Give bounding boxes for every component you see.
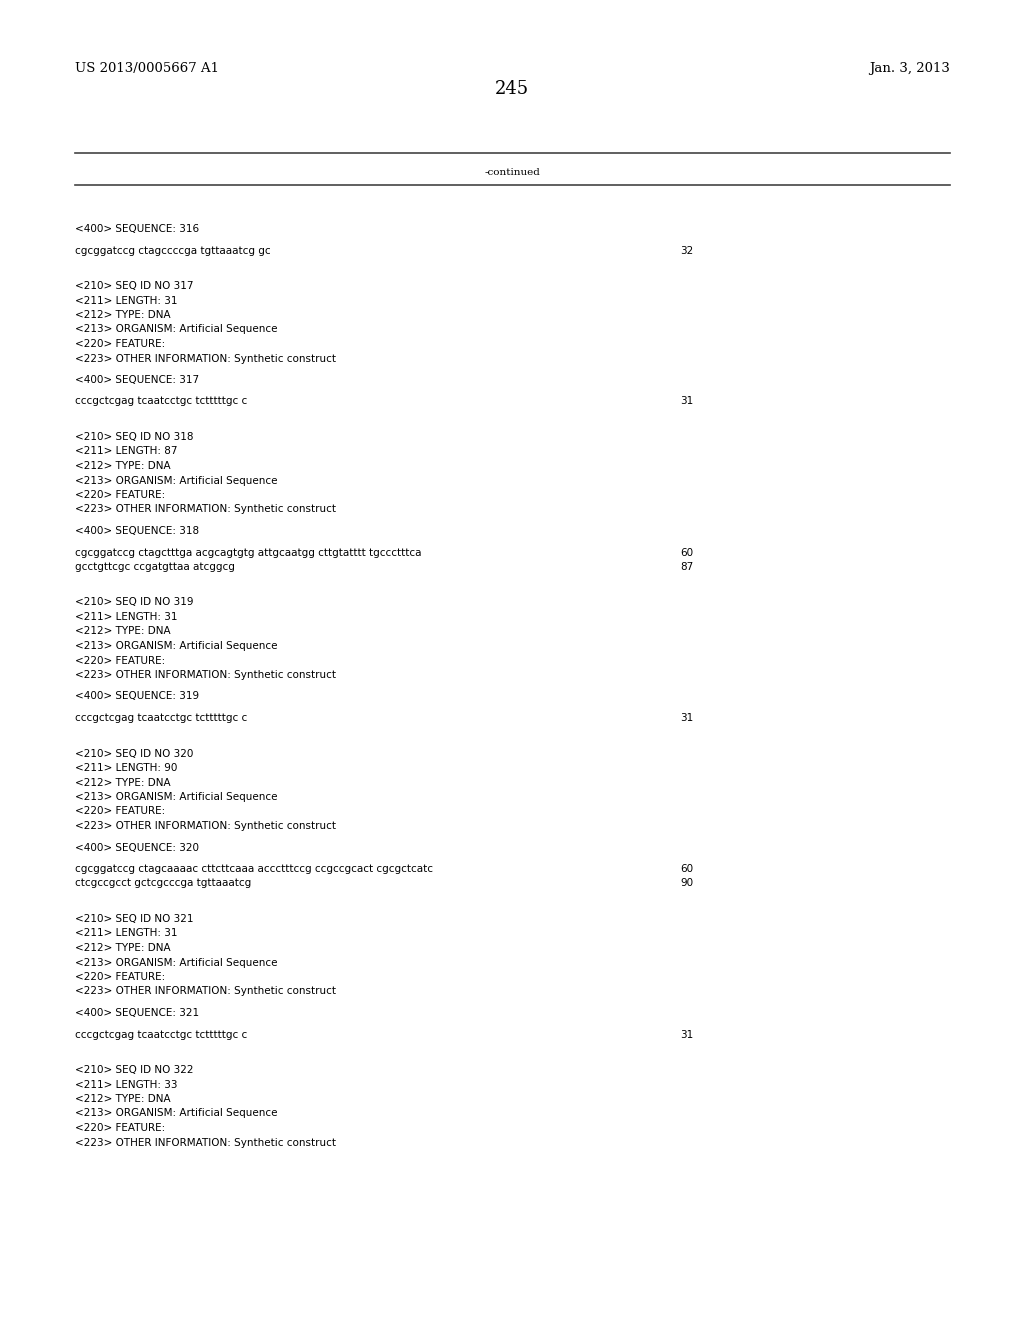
Text: Jan. 3, 2013: Jan. 3, 2013 <box>869 62 950 75</box>
Text: 31: 31 <box>680 396 693 407</box>
Text: 31: 31 <box>680 713 693 723</box>
Text: <212> TYPE: DNA: <212> TYPE: DNA <box>75 942 171 953</box>
Text: <211> LENGTH: 31: <211> LENGTH: 31 <box>75 296 177 305</box>
Text: <213> ORGANISM: Artificial Sequence: <213> ORGANISM: Artificial Sequence <box>75 792 278 803</box>
Text: 32: 32 <box>680 246 693 256</box>
Text: cccgctcgag tcaatcctgc tctttttgc c: cccgctcgag tcaatcctgc tctttttgc c <box>75 1030 247 1040</box>
Text: <220> FEATURE:: <220> FEATURE: <box>75 807 165 817</box>
Text: <211> LENGTH: 90: <211> LENGTH: 90 <box>75 763 177 774</box>
Text: <213> ORGANISM: Artificial Sequence: <213> ORGANISM: Artificial Sequence <box>75 957 278 968</box>
Text: <211> LENGTH: 31: <211> LENGTH: 31 <box>75 612 177 622</box>
Text: <400> SEQUENCE: 318: <400> SEQUENCE: 318 <box>75 525 199 536</box>
Text: <212> TYPE: DNA: <212> TYPE: DNA <box>75 1094 171 1104</box>
Text: <213> ORGANISM: Artificial Sequence: <213> ORGANISM: Artificial Sequence <box>75 475 278 486</box>
Text: 60: 60 <box>680 548 693 557</box>
Text: 31: 31 <box>680 1030 693 1040</box>
Text: <210> SEQ ID NO 322: <210> SEQ ID NO 322 <box>75 1065 194 1074</box>
Text: <213> ORGANISM: Artificial Sequence: <213> ORGANISM: Artificial Sequence <box>75 325 278 334</box>
Text: <400> SEQUENCE: 321: <400> SEQUENCE: 321 <box>75 1008 199 1018</box>
Text: <220> FEATURE:: <220> FEATURE: <box>75 656 165 665</box>
Text: 245: 245 <box>495 81 529 98</box>
Text: <212> TYPE: DNA: <212> TYPE: DNA <box>75 777 171 788</box>
Text: <220> FEATURE:: <220> FEATURE: <box>75 490 165 500</box>
Text: <211> LENGTH: 33: <211> LENGTH: 33 <box>75 1080 177 1089</box>
Text: <210> SEQ ID NO 321: <210> SEQ ID NO 321 <box>75 913 194 924</box>
Text: <220> FEATURE:: <220> FEATURE: <box>75 339 165 348</box>
Text: 60: 60 <box>680 865 693 874</box>
Text: <213> ORGANISM: Artificial Sequence: <213> ORGANISM: Artificial Sequence <box>75 1109 278 1118</box>
Text: 90: 90 <box>680 879 693 888</box>
Text: ctcgccgcct gctcgcccga tgttaaatcg: ctcgccgcct gctcgcccga tgttaaatcg <box>75 879 251 888</box>
Text: <223> OTHER INFORMATION: Synthetic construct: <223> OTHER INFORMATION: Synthetic const… <box>75 986 336 997</box>
Text: -continued: -continued <box>484 168 540 177</box>
Text: <212> TYPE: DNA: <212> TYPE: DNA <box>75 310 171 319</box>
Text: <223> OTHER INFORMATION: Synthetic construct: <223> OTHER INFORMATION: Synthetic const… <box>75 671 336 680</box>
Text: <210> SEQ ID NO 320: <210> SEQ ID NO 320 <box>75 748 194 759</box>
Text: US 2013/0005667 A1: US 2013/0005667 A1 <box>75 62 219 75</box>
Text: cgcggatccg ctagcaaaac cttcttcaaa accctttccg ccgccgcact cgcgctcatc: cgcggatccg ctagcaaaac cttcttcaaa acccttt… <box>75 865 433 874</box>
Text: <210> SEQ ID NO 319: <210> SEQ ID NO 319 <box>75 598 194 607</box>
Text: cccgctcgag tcaatcctgc tctttttgc c: cccgctcgag tcaatcctgc tctttttgc c <box>75 713 247 723</box>
Text: <223> OTHER INFORMATION: Synthetic construct: <223> OTHER INFORMATION: Synthetic const… <box>75 821 336 832</box>
Text: <211> LENGTH: 31: <211> LENGTH: 31 <box>75 928 177 939</box>
Text: cgcggatccg ctagctttga acgcagtgtg attgcaatgg cttgtatttt tgccctttca: cgcggatccg ctagctttga acgcagtgtg attgcaa… <box>75 548 422 557</box>
Text: <400> SEQUENCE: 316: <400> SEQUENCE: 316 <box>75 224 199 234</box>
Text: <400> SEQUENCE: 317: <400> SEQUENCE: 317 <box>75 375 199 385</box>
Text: <220> FEATURE:: <220> FEATURE: <box>75 1123 165 1133</box>
Text: <210> SEQ ID NO 318: <210> SEQ ID NO 318 <box>75 432 194 442</box>
Text: 87: 87 <box>680 562 693 572</box>
Text: <211> LENGTH: 87: <211> LENGTH: 87 <box>75 446 177 457</box>
Text: <210> SEQ ID NO 317: <210> SEQ ID NO 317 <box>75 281 194 290</box>
Text: <220> FEATURE:: <220> FEATURE: <box>75 972 165 982</box>
Text: cccgctcgag tcaatcctgc tctttttgc c: cccgctcgag tcaatcctgc tctttttgc c <box>75 396 247 407</box>
Text: <212> TYPE: DNA: <212> TYPE: DNA <box>75 461 171 471</box>
Text: <223> OTHER INFORMATION: Synthetic construct: <223> OTHER INFORMATION: Synthetic const… <box>75 354 336 363</box>
Text: <223> OTHER INFORMATION: Synthetic construct: <223> OTHER INFORMATION: Synthetic const… <box>75 504 336 515</box>
Text: <400> SEQUENCE: 320: <400> SEQUENCE: 320 <box>75 842 199 853</box>
Text: <213> ORGANISM: Artificial Sequence: <213> ORGANISM: Artificial Sequence <box>75 642 278 651</box>
Text: <223> OTHER INFORMATION: Synthetic construct: <223> OTHER INFORMATION: Synthetic const… <box>75 1138 336 1147</box>
Text: cgcggatccg ctagccccga tgttaaatcg gc: cgcggatccg ctagccccga tgttaaatcg gc <box>75 246 270 256</box>
Text: gcctgttcgc ccgatgttaa atcggcg: gcctgttcgc ccgatgttaa atcggcg <box>75 562 234 572</box>
Text: <400> SEQUENCE: 319: <400> SEQUENCE: 319 <box>75 692 199 701</box>
Text: <212> TYPE: DNA: <212> TYPE: DNA <box>75 627 171 636</box>
